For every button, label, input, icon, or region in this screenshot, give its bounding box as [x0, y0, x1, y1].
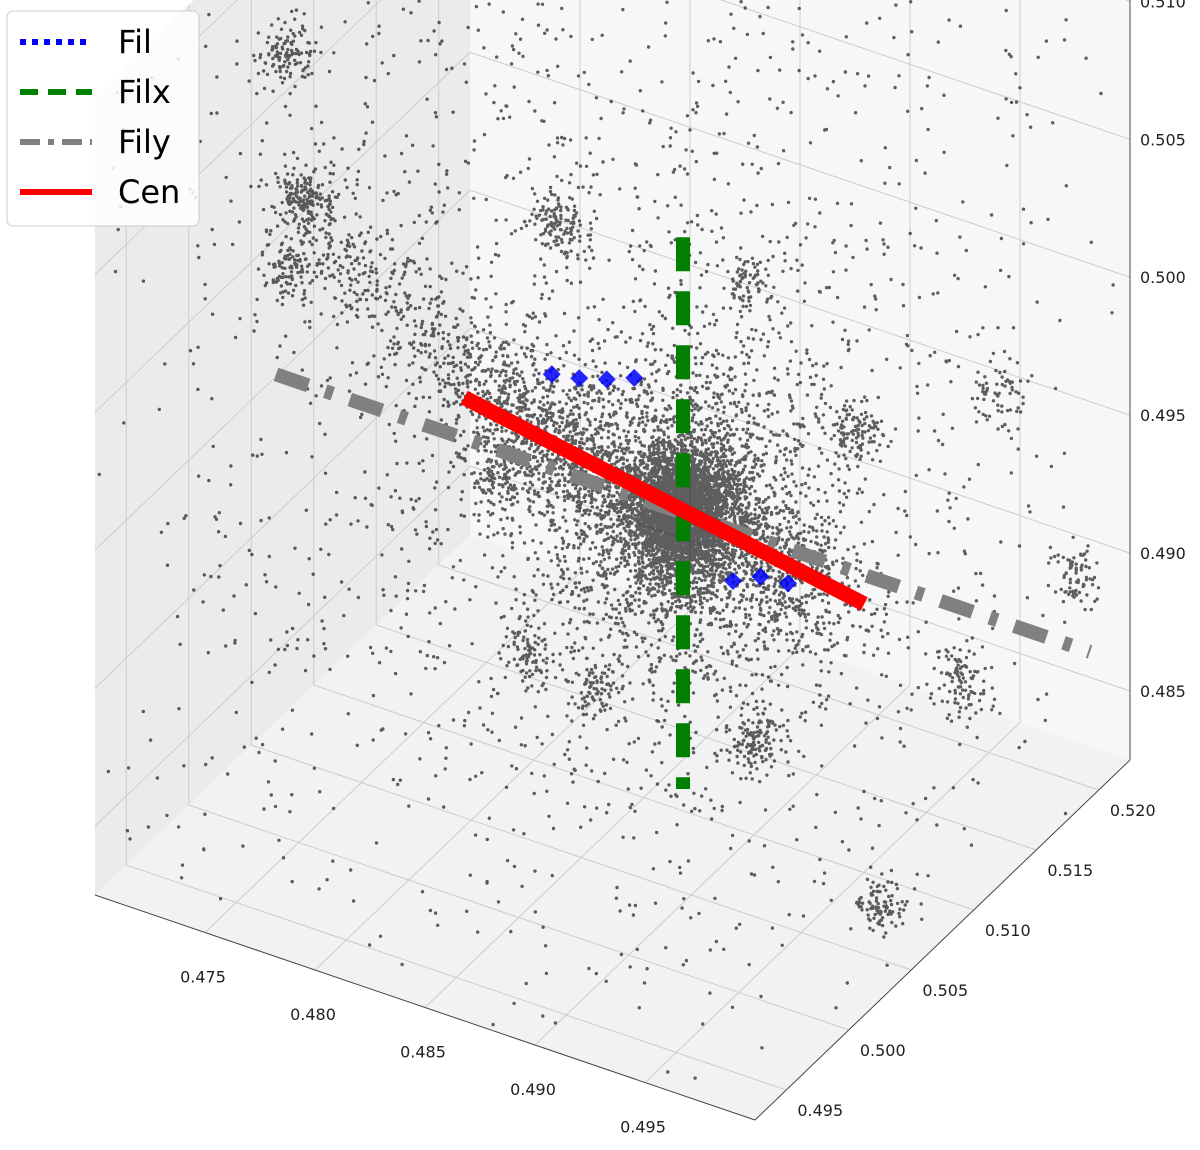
grid-line-y-floor	[251, 744, 912, 971]
grid-line-z-back	[469, 51, 1131, 278]
x-tick-label: 0.490	[510, 1080, 556, 1099]
grid-line-z-left	[94, 327, 471, 689]
legend-label-filx: Filx	[118, 73, 171, 111]
grid-line-y-floor	[126, 864, 787, 1091]
filament-lines	[273, 237, 1093, 789]
legend: Fil Filx Fily Cen	[6, 10, 200, 227]
grid-line-x-floor	[644, 722, 1021, 1083]
legend-label-fil: Fil	[118, 23, 152, 61]
legend-label-fily: Fily	[118, 123, 171, 161]
grid-line-z-left	[94, 465, 471, 827]
y-tick-label: 0.510	[985, 921, 1031, 940]
y-axis-spine	[754, 759, 1131, 1121]
legend-label-cen: Cen	[118, 173, 180, 211]
grid-line-z-left	[94, 51, 471, 413]
z-tick-label: 0.500	[1140, 268, 1186, 287]
grid-line-z-back	[719, 0, 1131, 140]
axis-panes	[95, 0, 1130, 1120]
z-tick-label: 0.485	[1140, 682, 1186, 701]
particle-points	[97, 0, 1115, 1080]
tick-labels: 0.475 0.480 0.485 0.490 0.495 0.495 0.500 0.505…	[180, 0, 1186, 1137]
y-tick-label: 0.505	[922, 981, 968, 1000]
series-line-fily	[273, 367, 1093, 659]
grid-line-y-floor	[313, 684, 974, 911]
series-marker-fil	[779, 574, 797, 593]
grid-line-x-floor	[424, 647, 801, 1008]
legend-box	[6, 10, 200, 227]
grid-line-x-floor	[314, 609, 691, 971]
y-tick-label: 0.520	[1110, 801, 1156, 820]
z-tick-label: 0.495	[1140, 406, 1186, 425]
particle-cloud	[97, 0, 1115, 1080]
z-tick-label: 0.510	[1140, 0, 1186, 11]
series-marker-fil	[751, 567, 770, 586]
z-tick-label: 0.490	[1140, 544, 1186, 563]
x-tick-label: 0.475	[180, 968, 226, 987]
x-tick-label: 0.485	[400, 1043, 446, 1062]
y-tick-label: 0.515	[1047, 861, 1093, 880]
grid-line-y-floor	[188, 804, 849, 1031]
x-axis-spine	[94, 894, 756, 1121]
grid-line-x-floor	[534, 684, 911, 1046]
series-line-cen	[460, 390, 868, 611]
series-marker-fil	[625, 368, 644, 387]
series-marker-fil	[570, 369, 589, 388]
y-tick-label: 0.495	[797, 1101, 843, 1120]
series-marker-fil	[724, 571, 742, 590]
grid-line-y-floor	[376, 624, 1037, 851]
grid-line-z-back	[469, 189, 1131, 416]
z-tick-label: 0.505	[1140, 130, 1186, 149]
series-marker-fil	[597, 370, 616, 389]
y-tick-label: 0.500	[860, 1041, 906, 1060]
x-tick-label: 0.495	[620, 1118, 666, 1137]
series-marker-fil	[542, 365, 561, 384]
x-tick-label: 0.480	[290, 1005, 336, 1024]
